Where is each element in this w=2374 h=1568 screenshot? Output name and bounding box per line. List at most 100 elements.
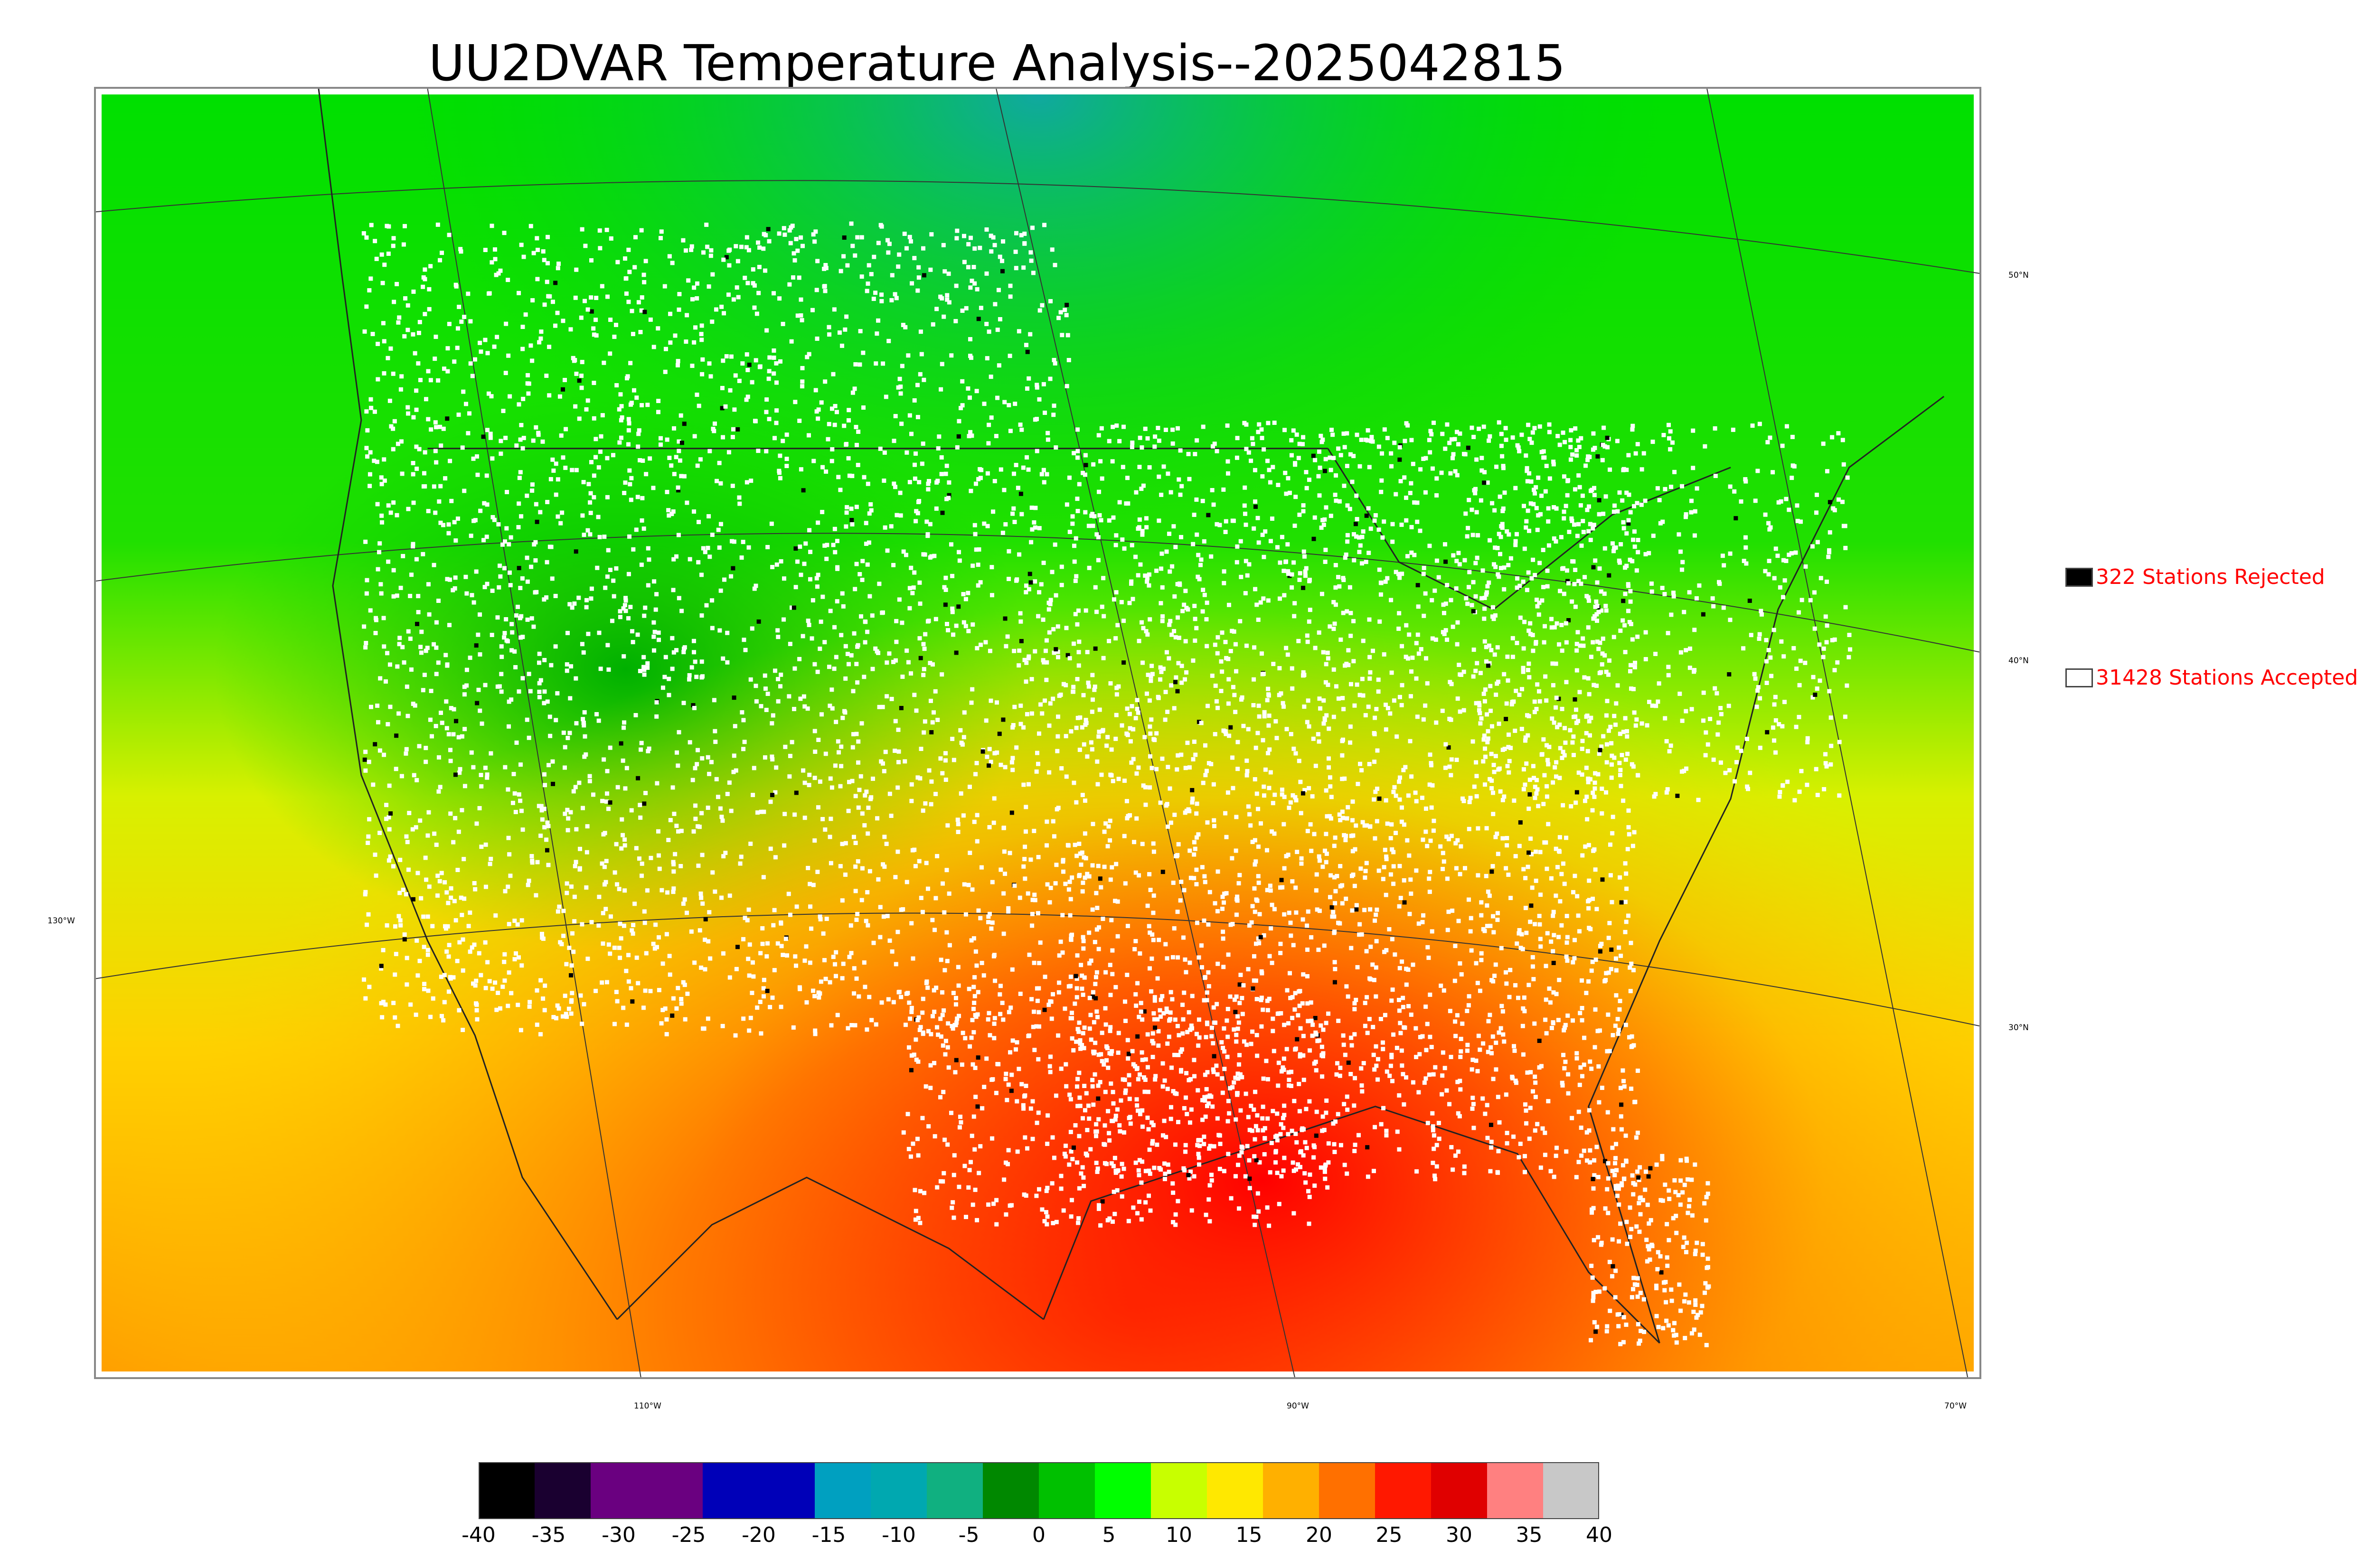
station-marker	[1018, 611, 1023, 616]
station-marker	[1554, 661, 1558, 666]
station-marker	[547, 345, 552, 349]
station-marker	[1079, 963, 1083, 967]
station-marker	[1193, 638, 1197, 643]
station-marker	[588, 491, 593, 496]
station-marker	[1169, 683, 1174, 688]
station-marker	[715, 479, 719, 483]
station-marker	[419, 629, 424, 634]
station-marker	[1136, 765, 1141, 770]
station-marker	[751, 281, 755, 286]
station-marker	[1212, 824, 1216, 828]
station-marker	[1629, 686, 1633, 691]
station-marker	[865, 629, 870, 634]
station-marker	[987, 747, 992, 751]
station-marker	[365, 454, 370, 459]
station-marker	[1447, 716, 1452, 721]
station-marker	[823, 263, 828, 267]
station-marker	[1455, 838, 1460, 843]
station-marker	[1080, 1165, 1085, 1170]
station-marker	[608, 318, 613, 322]
station-marker	[362, 624, 367, 629]
station-marker	[1341, 610, 1346, 615]
map-panel[interactable]	[94, 87, 1981, 1379]
station-marker	[1428, 992, 1432, 997]
station-marker	[724, 255, 729, 260]
station-marker	[748, 677, 753, 682]
station-marker	[757, 365, 762, 369]
station-marker	[531, 251, 536, 255]
station-marker	[1296, 456, 1301, 460]
station-marker	[1577, 445, 1582, 450]
station-marker	[1209, 554, 1214, 559]
station-marker	[1391, 850, 1396, 854]
station-marker	[1262, 793, 1267, 798]
station-marker	[1036, 911, 1040, 916]
station-marker	[1094, 1161, 1099, 1165]
station-marker	[1450, 908, 1455, 913]
station-marker	[1017, 329, 1021, 334]
station-marker	[1374, 1063, 1379, 1068]
station-marker	[968, 285, 973, 290]
station-marker	[1484, 645, 1488, 649]
station-marker	[495, 335, 499, 339]
station-marker	[744, 352, 749, 357]
station-marker	[1534, 778, 1539, 782]
station-marker	[1041, 658, 1046, 663]
station-marker	[542, 772, 546, 777]
station-marker	[638, 668, 642, 673]
station-marker	[506, 884, 510, 889]
station-marker	[1209, 1034, 1214, 1039]
station-marker	[973, 772, 978, 777]
station-marker	[988, 911, 992, 916]
station-marker	[1555, 865, 1560, 870]
station-marker	[737, 495, 742, 500]
station-marker	[641, 1005, 646, 1010]
station-marker	[1230, 629, 1234, 633]
station-marker	[644, 951, 649, 956]
station-marker	[943, 751, 948, 756]
station-marker	[841, 254, 846, 259]
station-marker	[589, 586, 594, 591]
station-marker	[432, 484, 436, 489]
station-marker	[1075, 1077, 1080, 1081]
station-marker	[603, 880, 608, 884]
station-marker	[569, 664, 574, 669]
station-marker	[530, 860, 535, 865]
station-marker	[1593, 771, 1598, 776]
station-marker	[1281, 822, 1286, 826]
station-marker	[1110, 1049, 1114, 1053]
station-marker	[1397, 695, 1402, 699]
station-marker	[518, 1028, 523, 1033]
station-marker	[596, 718, 601, 723]
station-marker	[869, 1018, 874, 1023]
station-marker	[638, 803, 642, 807]
station-marker	[565, 630, 570, 635]
station-marker	[553, 323, 558, 328]
station-marker	[1527, 1136, 1532, 1141]
station-marker	[1114, 862, 1119, 866]
station-marker	[1399, 703, 1404, 707]
station-marker	[1233, 710, 1238, 714]
station-marker	[1157, 938, 1161, 942]
station-marker	[1393, 952, 1397, 957]
station-marker	[1428, 1034, 1432, 1039]
station-marker	[1196, 1088, 1200, 1093]
station-marker	[794, 790, 799, 795]
station-marker	[570, 605, 575, 610]
station-marker	[794, 904, 799, 909]
station-marker	[769, 521, 774, 526]
station-marker	[1564, 940, 1569, 945]
station-marker	[710, 870, 715, 875]
station-marker	[1344, 834, 1348, 838]
station-marker	[1041, 617, 1046, 622]
station-marker	[1225, 1034, 1230, 1039]
temperature-map[interactable]	[96, 89, 1979, 1377]
station-marker	[1373, 715, 1377, 720]
station-marker	[1162, 1161, 1167, 1166]
station-marker	[1222, 569, 1226, 574]
station-marker	[676, 829, 681, 834]
station-marker	[1079, 862, 1083, 867]
station-marker	[1163, 717, 1168, 722]
station-marker	[1475, 981, 1480, 986]
station-marker	[1400, 644, 1404, 648]
